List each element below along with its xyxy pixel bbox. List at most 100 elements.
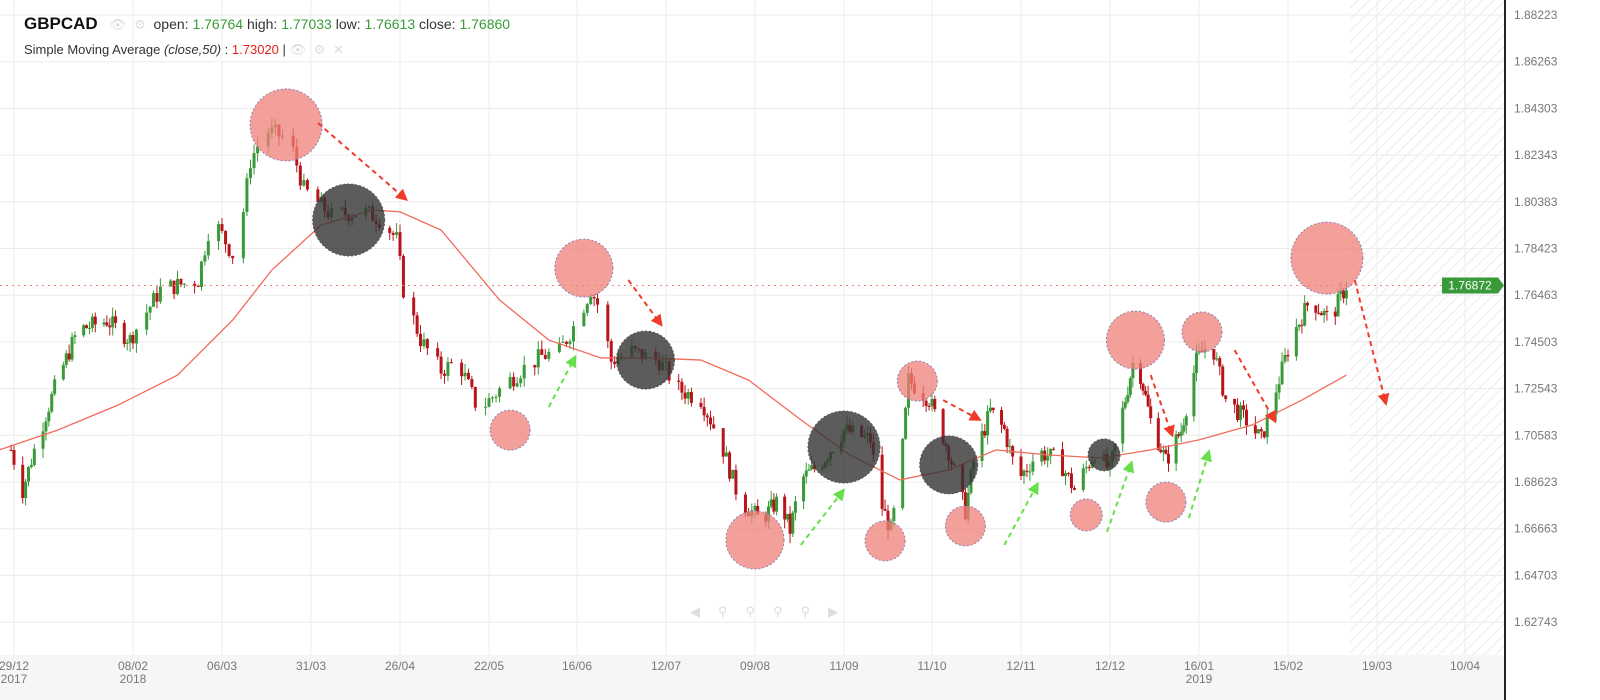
- x-tick-year: 2018: [120, 672, 147, 686]
- candle: [1192, 365, 1196, 422]
- candle: [108, 318, 112, 336]
- candle: [224, 230, 228, 253]
- candle: [47, 407, 51, 427]
- candle-body: [743, 494, 747, 513]
- candle-body: [802, 476, 806, 502]
- candle: [508, 372, 512, 390]
- candle: [1052, 447, 1056, 451]
- candle-body: [224, 230, 228, 245]
- candle: [131, 331, 135, 350]
- candle-body: [1194, 352, 1198, 373]
- candle: [401, 254, 405, 299]
- candle-body: [217, 224, 221, 242]
- candle-body: [1253, 425, 1257, 434]
- candle: [44, 417, 48, 441]
- zoom-range-icon[interactable]: ⚲: [773, 604, 801, 619]
- candle: [220, 217, 224, 234]
- candle-body: [1342, 290, 1346, 299]
- candle-body: [102, 322, 106, 325]
- eye-icon[interactable]: 👁: [109, 17, 127, 32]
- candle: [415, 311, 419, 337]
- candle-body: [512, 377, 516, 387]
- candle: [1256, 428, 1260, 434]
- candle-body: [47, 411, 51, 422]
- candle: [50, 391, 54, 414]
- candle: [930, 393, 934, 412]
- candle-body: [82, 325, 86, 336]
- candle: [134, 328, 138, 353]
- candle: [145, 304, 149, 336]
- candle-body: [904, 407, 908, 439]
- candle-body: [731, 469, 735, 479]
- candle: [1084, 460, 1088, 474]
- zoom-reset-icon[interactable]: ⚲: [800, 604, 829, 619]
- candle: [522, 355, 526, 387]
- candle-body: [1262, 431, 1266, 438]
- candle: [1265, 407, 1269, 444]
- gear-icon[interactable]: ⚙: [313, 42, 326, 57]
- candle-body: [1161, 449, 1165, 453]
- candle: [446, 357, 450, 381]
- scroll-left-icon[interactable]: ◀: [690, 604, 718, 619]
- candle-body: [709, 417, 712, 425]
- candle-body: [988, 407, 992, 412]
- candle: [1000, 406, 1004, 434]
- candle: [443, 369, 446, 384]
- candle-body: [1317, 312, 1321, 314]
- candle: [158, 278, 162, 304]
- candle: [1128, 376, 1132, 399]
- candle-body: [1046, 456, 1050, 461]
- eye-icon[interactable]: 👁: [289, 42, 307, 57]
- candle: [176, 270, 179, 296]
- candle-body: [522, 364, 526, 379]
- candle-body: [689, 391, 693, 403]
- candle-body: [804, 470, 808, 477]
- candle: [1244, 404, 1248, 435]
- candle-body: [1333, 311, 1337, 317]
- candle: [498, 386, 502, 403]
- y-tick-label: 1.62743: [1514, 615, 1558, 629]
- candle-body: [29, 464, 33, 467]
- candle: [27, 466, 31, 487]
- candle-body: [756, 505, 760, 515]
- candle: [791, 510, 795, 538]
- gear-icon[interactable]: ⚙: [133, 17, 146, 32]
- candle-body: [1314, 305, 1318, 313]
- candle: [512, 372, 516, 391]
- scroll-right-icon[interactable]: ▶: [828, 604, 857, 619]
- x-tick-label: 29/12: [0, 659, 29, 673]
- candle: [986, 405, 990, 445]
- candle: [172, 280, 176, 300]
- candle: [983, 424, 987, 439]
- zoom-in-icon[interactable]: ⚲: [718, 604, 746, 619]
- red-down-arrow: [317, 122, 408, 202]
- y-tick-label: 1.82343: [1514, 148, 1558, 162]
- candle-body: [1339, 290, 1343, 294]
- candle-body: [810, 465, 814, 470]
- candle-body: [169, 280, 173, 287]
- candle-body: [557, 342, 561, 352]
- candle-body: [724, 452, 728, 457]
- red-circle-marker: [1290, 221, 1364, 295]
- close-icon[interactable]: ✕: [332, 42, 344, 57]
- candle: [1322, 308, 1326, 323]
- zoom-out-icon[interactable]: ⚲: [745, 604, 774, 619]
- candle-body: [1322, 310, 1326, 316]
- candle: [1342, 288, 1346, 304]
- candle-body: [933, 398, 937, 410]
- x-tick-year: 2019: [1186, 672, 1213, 686]
- candle: [1174, 430, 1178, 472]
- candle-body: [108, 325, 112, 328]
- candle: [689, 387, 693, 407]
- candle-body: [1149, 406, 1153, 419]
- candle-body: [1256, 429, 1260, 434]
- candle: [1061, 441, 1065, 477]
- candle-body: [128, 335, 132, 343]
- candle: [1040, 448, 1044, 466]
- candle: [1236, 398, 1240, 423]
- candle-body: [443, 373, 446, 376]
- candle: [298, 162, 302, 190]
- x-tick-label: 08/02: [118, 659, 148, 673]
